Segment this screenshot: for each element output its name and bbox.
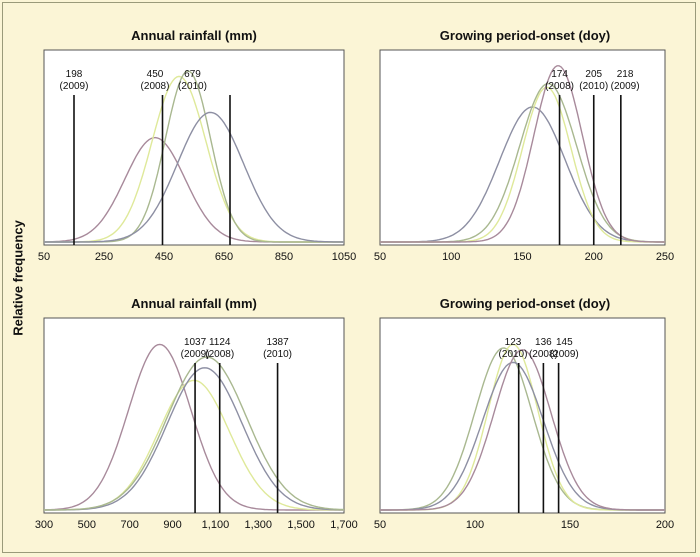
reference-year-label: (2008) [545, 81, 574, 92]
x-tick-label: 250 [95, 251, 113, 263]
chart-title: Growing period-onset (doy) [439, 28, 611, 43]
reference-value-label: 1387 [266, 337, 289, 348]
reference-value-label: 198 [66, 69, 83, 80]
x-tick-label: 1,500 [287, 519, 315, 531]
x-tick-label: 500 [78, 519, 96, 531]
x-tick-label: 1,100 [202, 519, 230, 531]
series-line-all [380, 106, 665, 243]
plot-area [43, 49, 345, 246]
x-tick-label: 100 [442, 251, 460, 263]
reference-value-label: 205 [585, 69, 602, 80]
chart-plot: 198(2009)450(2008)679(2010)50 250 450 650 85… [38, 49, 356, 263]
x-tick-label: 850 [275, 251, 293, 263]
reference-value-label: 679 [184, 69, 201, 80]
reference-value-label: 1124 [209, 337, 231, 348]
reference-year-label: (2008) [205, 349, 234, 360]
series-line-2009 [44, 343, 344, 511]
reference-value-label: 145 [556, 337, 573, 348]
x-tick-label: 450 [155, 251, 173, 263]
reference-value-label: 123 [505, 337, 522, 348]
chart-plot: 123(2010) 136(2008)145(2009) 50 100 150 200 [374, 317, 674, 531]
reference-value-label: 450 [147, 69, 164, 80]
reference-year-label: (2009) [60, 81, 89, 92]
x-tick-label: 250 [656, 251, 674, 263]
x-tick-label: 1050 [332, 251, 356, 263]
y-axis-label: Relative frequency [10, 220, 26, 336]
chart-plot: 174(2008) 205(2010) 218(2009) 50 100 150 200 25… [374, 49, 674, 263]
chart-title: Annual rainfall (mm) [131, 28, 257, 43]
series-line-all [44, 111, 344, 243]
x-tick-label: 900 [163, 519, 181, 531]
x-tick-label: 200 [656, 519, 674, 531]
series-line-2009 [380, 349, 665, 511]
reference-value-label: 1037 [184, 337, 207, 348]
chart-title: Annual rainfall (mm) [131, 296, 257, 311]
x-tick-label: 200 [585, 251, 603, 263]
reference-year-label: (2008) [529, 349, 558, 360]
reference-year-label: (2008) [141, 81, 170, 92]
plot-area [379, 317, 666, 514]
x-tick-label: 1,700 [330, 519, 358, 531]
chart-panel-onset-bottom: Growing period-onset (doy) 123 (2010) 136(… [374, 296, 675, 536]
chart-panel-rainfall-bottom: Annual rainfall (mm) 1037 (2009) 1124 (2008… [34, 296, 358, 536]
x-tick-label: 50 [38, 251, 50, 263]
chart-plot: 1037(2009)1124(2008) 1387(2010) 300 500 700 9… [35, 317, 358, 531]
x-tick-label: 650 [215, 251, 233, 263]
reference-value-label: 218 [617, 69, 634, 80]
x-tick-label: 150 [513, 251, 531, 263]
series-line-2010 [44, 356, 345, 511]
x-tick-label: 50 [374, 519, 386, 531]
reference-year-label: (2010) [263, 349, 292, 360]
series-line-2009 [380, 65, 665, 243]
chart-panel-rainfall-top: Annual rainfall (mm) 198 (2009) 450 (2008) 6… [34, 28, 356, 268]
x-tick-label: 100 [466, 519, 484, 531]
reference-year-label: (2009) [611, 81, 640, 92]
reference-year-label: (2010) [178, 81, 207, 92]
x-tick-label: 1,300 [245, 519, 273, 531]
reference-year-label: (2010) [499, 349, 528, 360]
x-tick-label: 50 [374, 251, 386, 263]
x-tick-label: 700 [121, 519, 139, 531]
reference-year-label: (2009) [550, 349, 579, 360]
x-tick-label: 150 [561, 519, 579, 531]
reference-value-label: 174 [551, 69, 568, 80]
reference-year-label: (2009) [181, 349, 210, 360]
reference-year-label: (2010) [579, 81, 608, 92]
chart-title: Growing period-onset (doy) [439, 296, 611, 311]
reference-value-label: 136 [535, 337, 552, 348]
series-line-all [44, 367, 345, 511]
chart-panel-onset-top: Growing period-onset (doy) 174 (2008) 205(… [374, 28, 675, 268]
plot-area [43, 317, 345, 514]
x-tick-label: 300 [35, 519, 53, 531]
